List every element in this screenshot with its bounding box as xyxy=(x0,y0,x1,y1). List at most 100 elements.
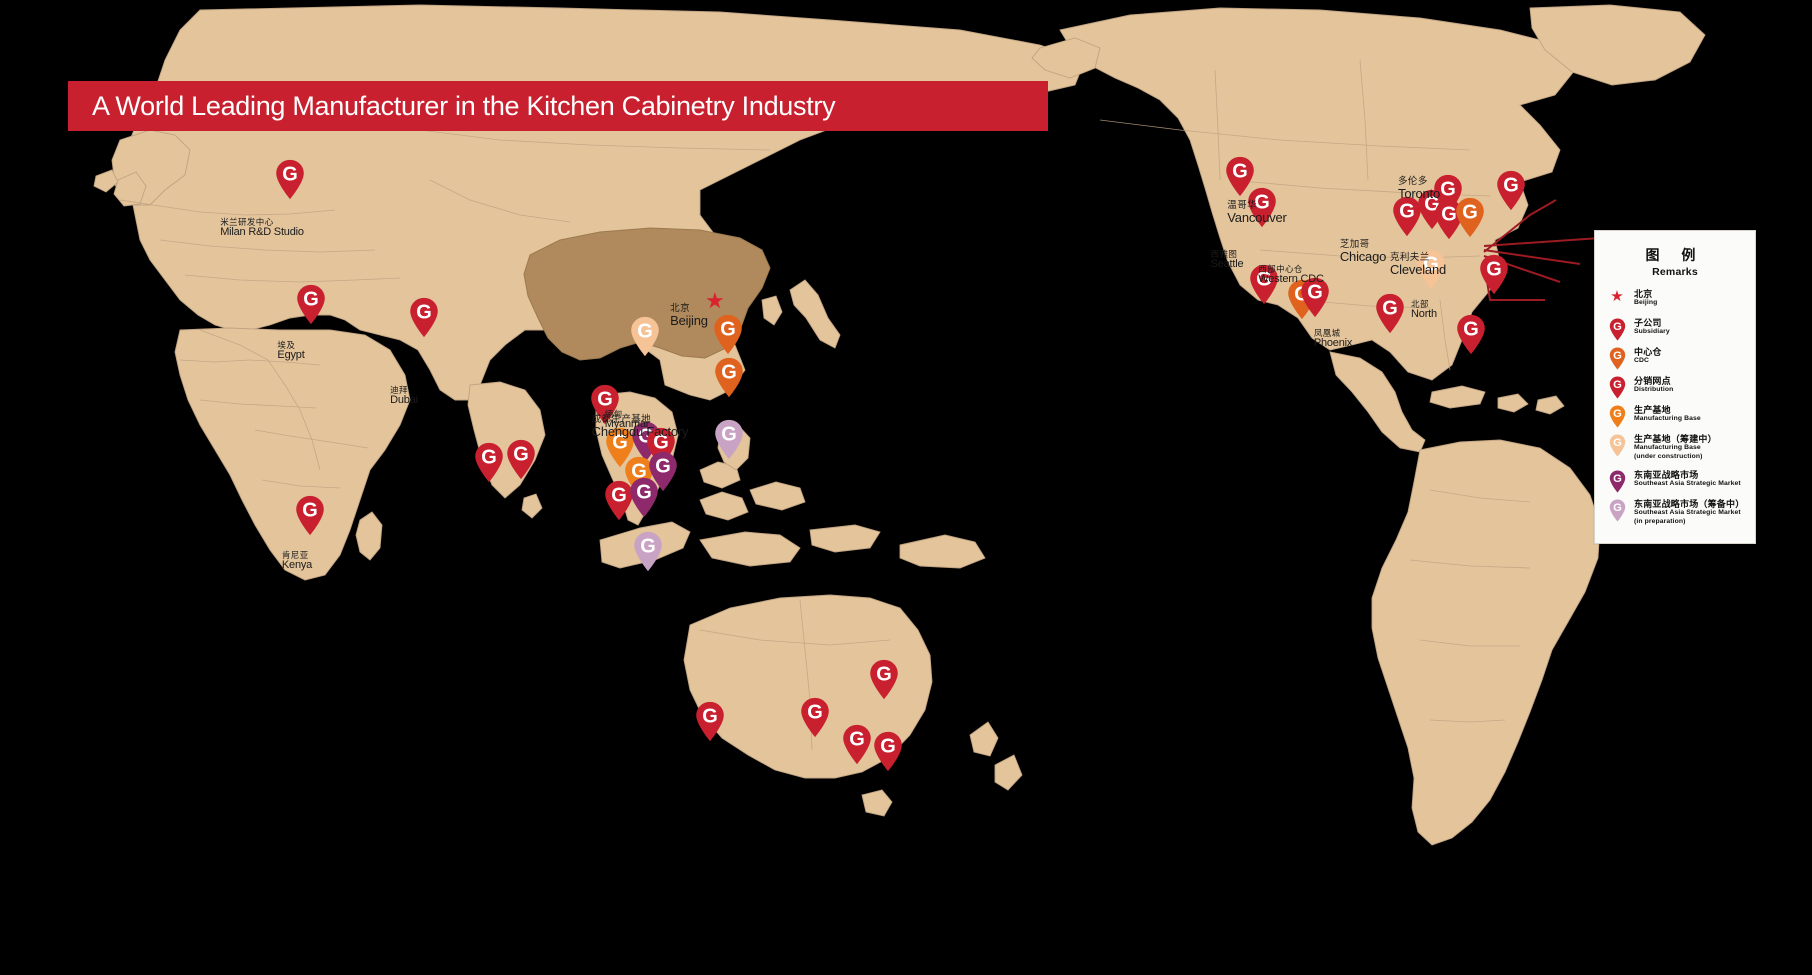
legend-label-cn: 北京 xyxy=(1634,289,1653,299)
legend-label-cn: 东南亚战略市场 xyxy=(1634,470,1699,480)
svg-text:G: G xyxy=(303,289,319,311)
svg-text:G: G xyxy=(1503,175,1519,197)
legend-label-en: Southeast Asia Strategic Market xyxy=(1634,509,1741,517)
map-pin-icon[interactable]: G xyxy=(869,659,899,700)
legend-title-cn: 图 例 xyxy=(1645,247,1705,263)
svg-text:G: G xyxy=(655,456,671,478)
legend-row: G 生产基地（筹建中） Manufacturing Base (under cons… xyxy=(1604,432,1755,468)
svg-text:G: G xyxy=(637,321,653,343)
legend-text: 东南亚战略市场 Southeast Asia Strategic Market xyxy=(1630,468,1741,489)
map-pin-icon[interactable]: G xyxy=(800,697,830,738)
map-pin-icon[interactable]: G xyxy=(1225,156,1255,197)
legend-text: 子公司 Subsidiary xyxy=(1630,316,1670,337)
legend-row: G 生产基地 Manufacturing Base xyxy=(1604,403,1755,432)
title-banner: A World Leading Manufacturer in the Kitc… xyxy=(68,81,1048,131)
map-pin-icon[interactable]: G xyxy=(605,427,635,468)
map-pin-icon[interactable]: G xyxy=(506,439,536,480)
map-pin-icon[interactable]: G xyxy=(1392,196,1422,237)
svg-text:G: G xyxy=(1613,350,1622,362)
legend-row: ★ 北京 Beijing xyxy=(1604,287,1755,316)
svg-text:G: G xyxy=(1440,179,1456,201)
map-pin-icon[interactable]: G xyxy=(1416,249,1446,290)
map-pin-icon[interactable]: G xyxy=(275,159,305,200)
svg-text:G: G xyxy=(1441,204,1457,226)
legend-title: 图 例 Remarks xyxy=(1595,245,1755,278)
map-pin-icon[interactable]: G xyxy=(714,419,744,460)
map-pin-icon[interactable]: G xyxy=(1455,197,1485,238)
map-pin-icon[interactable]: G xyxy=(1479,254,1509,295)
map-pin-icon[interactable]: G xyxy=(648,451,678,492)
svg-text:G: G xyxy=(880,736,896,758)
legend-text: 中心仓 CDC xyxy=(1630,345,1662,366)
svg-text:G: G xyxy=(876,664,892,686)
legend-text: 生产基地 Manufacturing Base xyxy=(1630,403,1701,424)
legend-label-cn: 生产基地 xyxy=(1634,405,1671,415)
legend-row: G 分销网点 Distribution xyxy=(1604,374,1755,403)
map-pin-icon[interactable]: G xyxy=(604,480,634,521)
legend-label-en: Distribution xyxy=(1634,386,1674,394)
legend-label-cn: 中心仓 xyxy=(1634,347,1662,357)
beijing-star-icon: ★ xyxy=(705,288,725,313)
map-pin-icon[interactable]: G xyxy=(630,316,660,357)
legend-row: G 东南亚战略市场（筹备中） Southeast Asia Strategic M… xyxy=(1604,497,1755,533)
svg-text:G: G xyxy=(640,536,656,558)
map-pin-icon[interactable]: G xyxy=(296,284,326,325)
svg-text:G: G xyxy=(1232,161,1248,183)
map-pin-icon[interactable]: G xyxy=(842,724,872,765)
legend-label-en: Subsidiary xyxy=(1634,328,1670,336)
legend-label-cn: 分销网点 xyxy=(1634,376,1671,386)
svg-text:G: G xyxy=(1462,202,1478,224)
map-pin-icon[interactable]: G xyxy=(409,297,439,338)
map-pin-icon[interactable]: G xyxy=(295,495,325,536)
map-pin-icon[interactable]: G xyxy=(713,314,743,355)
legend-label-en: Manufacturing Base xyxy=(1634,415,1701,423)
legend-label-en-2: (under construction) xyxy=(1634,452,1703,460)
legend-label-en: Beijing xyxy=(1634,299,1658,307)
svg-text:G: G xyxy=(416,302,432,324)
svg-text:G: G xyxy=(513,444,529,466)
svg-text:G: G xyxy=(702,706,718,728)
svg-text:G: G xyxy=(302,500,318,522)
map-pin-icon[interactable]: G xyxy=(1249,264,1279,305)
map-pin-icon: G xyxy=(1604,374,1630,399)
legend-panel: 图 例 Remarks ★ 北京 Beijing G 子公司 Subsidiary G… xyxy=(1594,230,1756,544)
legend-text: 分销网点 Distribution xyxy=(1630,374,1673,395)
svg-text:G: G xyxy=(653,432,669,454)
map-pin-icon[interactable]: G xyxy=(629,477,659,518)
legend-label-en: CDC xyxy=(1634,357,1650,365)
legend-text: 生产基地（筹建中） Manufacturing Base (under constr… xyxy=(1630,432,1717,461)
svg-text:G: G xyxy=(481,447,497,469)
legend-row: G 东南亚战略市场 Southeast Asia Strategic Market xyxy=(1604,468,1755,497)
legend-items: ★ 北京 Beijing G 子公司 Subsidiary G 中心仓 CDC G 分销… xyxy=(1595,287,1755,533)
map-pin-icon[interactable]: G xyxy=(1496,170,1526,211)
legend-label-cn: 生产基地（筹建中） xyxy=(1634,434,1717,444)
svg-text:G: G xyxy=(1307,282,1323,304)
map-pin-icon[interactable]: G xyxy=(1434,199,1464,240)
map-pin-icon[interactable]: G xyxy=(1300,277,1330,318)
legend-text: 东南亚战略市场（筹备中） Southeast Asia Strategic Mar… xyxy=(1630,497,1744,526)
map-pin-icon[interactable]: G xyxy=(590,384,620,425)
svg-text:G: G xyxy=(631,461,647,483)
svg-text:G: G xyxy=(1613,321,1622,333)
map-pin-icon[interactable]: G xyxy=(474,442,504,483)
map-pin-icon[interactable]: G xyxy=(873,731,903,772)
map-pin-icon[interactable]: G xyxy=(714,357,744,398)
map-pin-icon[interactable]: G xyxy=(633,531,663,572)
legend-row: G 子公司 Subsidiary xyxy=(1604,316,1755,345)
map-pin-icon[interactable]: G xyxy=(1247,187,1277,228)
map-pin-icon: G xyxy=(1604,497,1630,522)
map-pin-icon: G xyxy=(1604,432,1630,457)
map-pin-icon[interactable]: G xyxy=(695,701,725,742)
svg-text:G: G xyxy=(721,424,737,446)
map-pin-icon[interactable]: G xyxy=(1456,314,1486,355)
svg-text:G: G xyxy=(721,362,737,384)
svg-text:G: G xyxy=(1613,408,1622,420)
map-pin-icon: G xyxy=(1604,345,1630,370)
svg-text:G: G xyxy=(1613,379,1622,391)
map-pin-icon: G xyxy=(1604,403,1630,428)
map-pin-icon[interactable]: G xyxy=(1375,293,1405,334)
svg-text:G: G xyxy=(1382,298,1398,320)
